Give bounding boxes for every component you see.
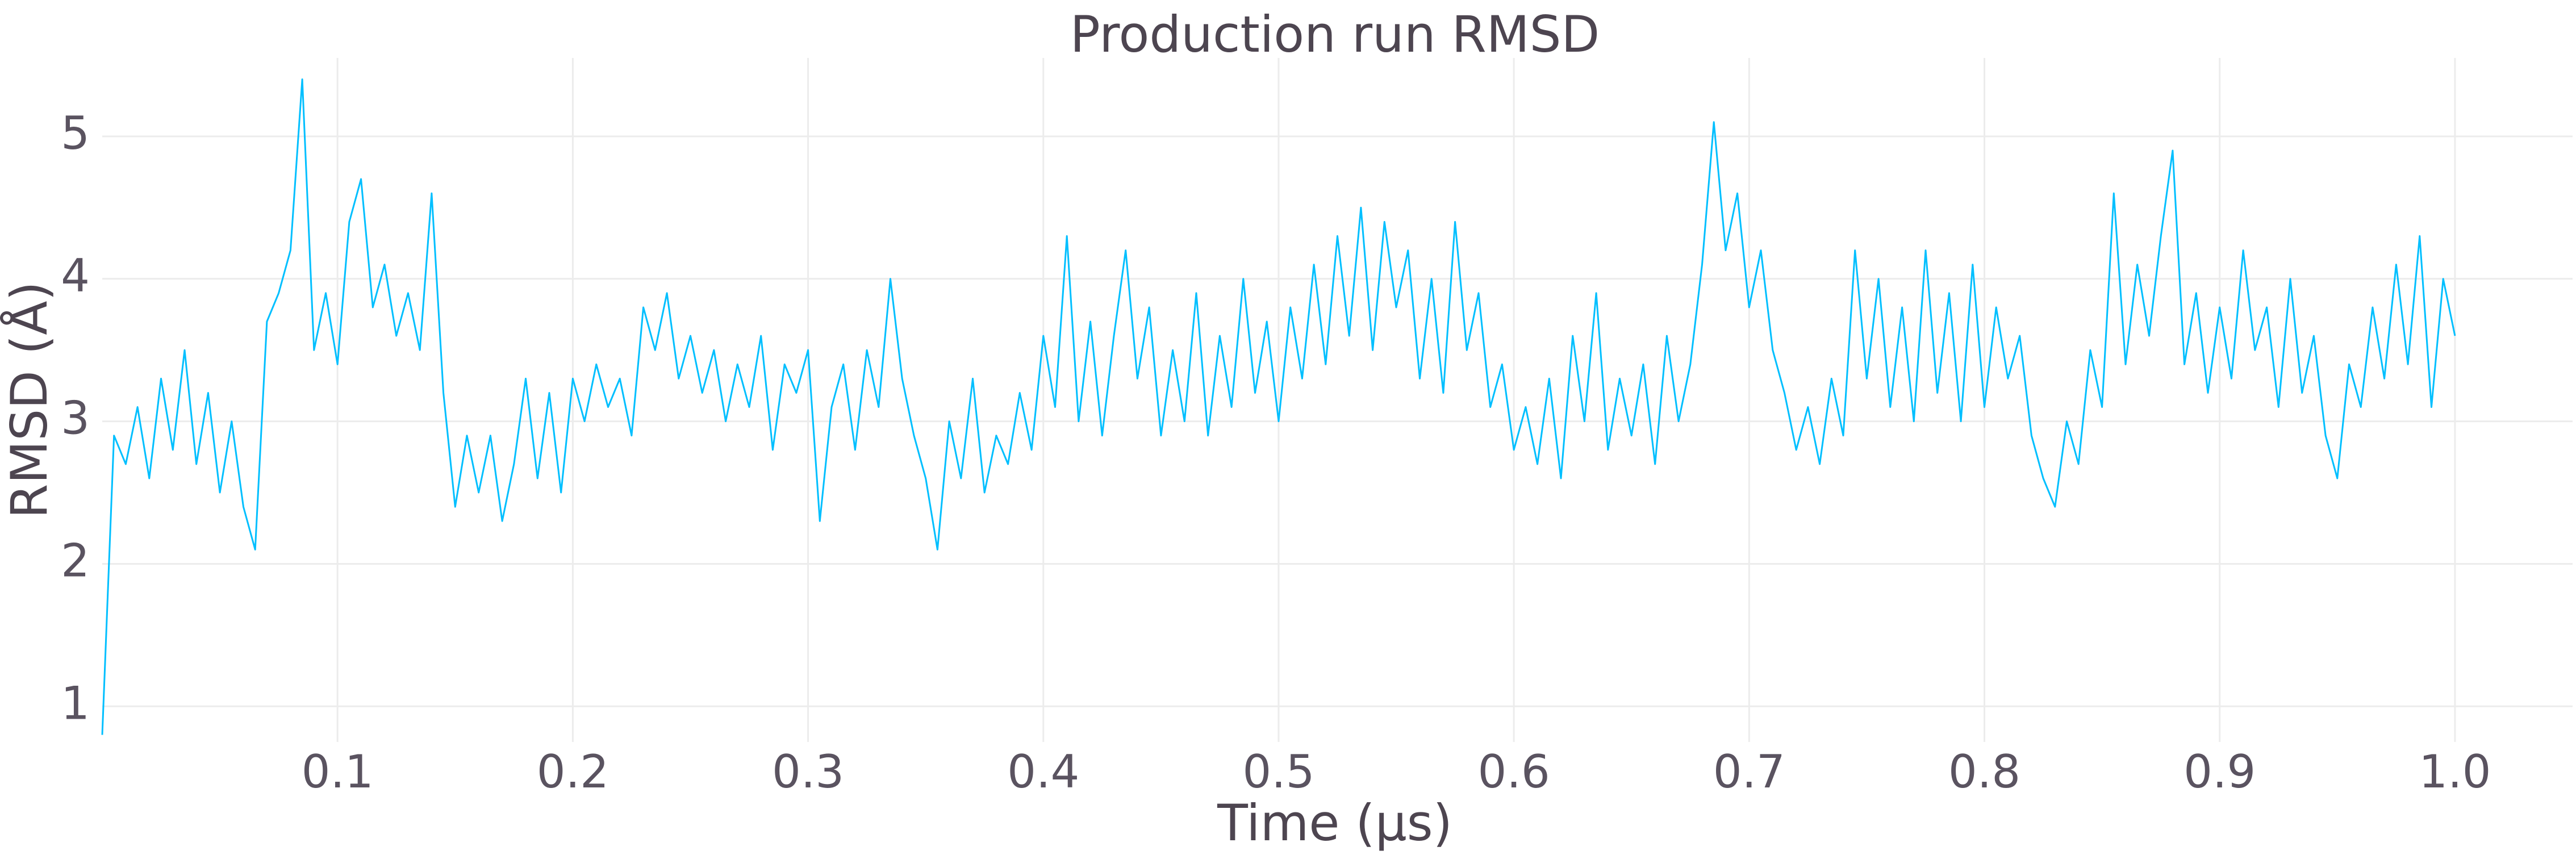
- x-tick-label: 0.8: [1948, 745, 2020, 798]
- y-tick-label: 5: [61, 107, 90, 160]
- x-tick-label: 0.7: [1713, 745, 1785, 798]
- y-tick-label: 3: [61, 392, 90, 445]
- y-tick-label: 2: [61, 534, 90, 587]
- x-tick-label: 1.0: [2419, 745, 2491, 798]
- x-axis-title: Time (μs): [1217, 794, 1452, 852]
- x-tick-label: 0.6: [1478, 745, 1550, 798]
- x-tick-label: 0.2: [537, 745, 609, 798]
- rmsd-line: [101, 78, 2456, 735]
- y-axis-title: RMSD (Å): [0, 281, 59, 519]
- y-tick-label: 4: [61, 249, 90, 302]
- x-tick-label: 0.9: [2183, 745, 2256, 798]
- y-tick-label: 1: [61, 677, 90, 729]
- chart-title: Production run RMSD: [1070, 5, 1600, 64]
- x-tick-label: 0.1: [302, 745, 374, 798]
- x-tick-label: 0.3: [772, 745, 844, 798]
- x-tick-label: 0.4: [1007, 745, 1079, 798]
- x-tick-label: 0.5: [1242, 745, 1314, 798]
